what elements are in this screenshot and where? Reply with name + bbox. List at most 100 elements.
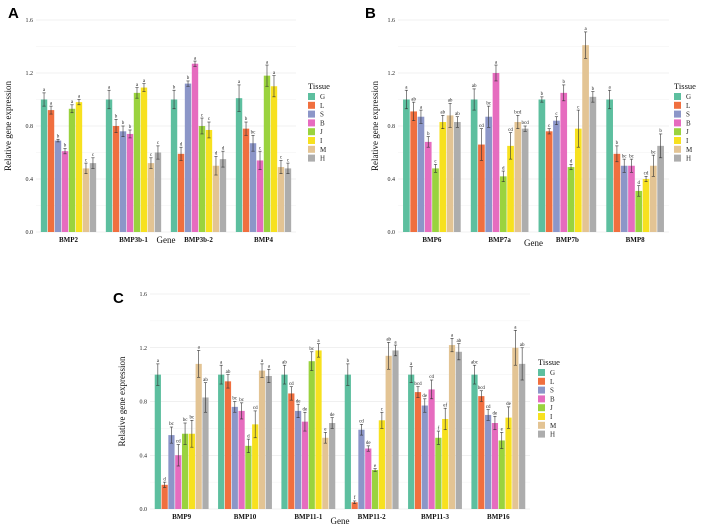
significance-letter: d xyxy=(215,152,218,157)
legend-swatch-I xyxy=(538,413,545,420)
significance-letter: de xyxy=(303,407,309,412)
legend-label: H xyxy=(686,155,691,163)
significance-letter: abc xyxy=(471,360,479,365)
bar-C-BMP11-3-G xyxy=(408,374,415,509)
significance-letter: c xyxy=(92,153,95,158)
bar-A-BMP3b-1-M xyxy=(147,163,155,232)
significance-letter: a xyxy=(495,60,498,65)
bar-B-BMP8-G xyxy=(606,99,613,232)
significance-letter: cd xyxy=(644,172,649,177)
significance-letter: a xyxy=(136,83,139,88)
bar-A-BMP4-S xyxy=(249,143,257,232)
legend-swatch-J xyxy=(674,128,681,136)
bar-B-BMP7b-M xyxy=(582,45,589,232)
y-tick-label: 0.4 xyxy=(388,177,396,183)
bar-A-BMP3b-2-S xyxy=(184,83,192,232)
y-tick-label: 1.2 xyxy=(26,71,34,77)
significance-letter: b xyxy=(616,141,619,146)
significance-letter: c xyxy=(259,146,262,151)
significance-letter: a xyxy=(71,100,74,105)
legend-swatch-B xyxy=(674,119,681,127)
significance-letter: a xyxy=(420,105,423,110)
bar-B-BMP7a-G xyxy=(470,99,478,232)
significance-letter: c xyxy=(150,153,153,158)
legend-swatch-G xyxy=(538,369,545,376)
significance-letter: a xyxy=(584,27,587,32)
bar-C-BMP16-J xyxy=(498,440,505,509)
bar-C-BMP11-2-J xyxy=(371,470,379,509)
bar-C-BMP11-1-J xyxy=(308,361,315,509)
bar-B-BMP7a-L xyxy=(478,144,485,232)
bar-A-BMP3b-1-J xyxy=(133,92,141,232)
significance-letter: d xyxy=(222,146,225,151)
legend-label: G xyxy=(686,93,691,101)
y-axis-title: Relative gene expression xyxy=(117,356,127,446)
bar-C-BMP11-1-M xyxy=(322,437,329,509)
significance-letter: a xyxy=(78,95,81,100)
legend-label: H xyxy=(550,431,555,439)
significance-letter: b xyxy=(562,80,565,85)
bar-A-BMP2-I xyxy=(75,102,83,233)
legend-swatch-S xyxy=(538,386,545,394)
legend-label: B xyxy=(686,119,691,127)
panel-letter: A xyxy=(8,5,19,22)
significance-letter: cd xyxy=(176,440,181,445)
bar-B-BMP7a-I xyxy=(507,145,514,232)
significance-letter: d xyxy=(502,166,505,171)
significance-letter: c xyxy=(157,141,160,146)
bar-C-BMP11-2-M xyxy=(385,355,392,509)
bar-A-BMP2-M xyxy=(82,168,90,232)
bar-B-BMP8-H xyxy=(657,145,664,232)
bar-A-BMP3b-2-I xyxy=(205,129,213,232)
bar-C-BMP10-L xyxy=(224,381,232,509)
significance-letter: bcd xyxy=(514,111,522,116)
x-axis-title: Gene xyxy=(524,238,543,248)
significance-letter: f xyxy=(438,426,440,431)
bar-C-BMP11-2-B xyxy=(365,448,372,509)
bar-B-BMP6-M xyxy=(446,115,454,232)
bar-B-BMP6-L xyxy=(410,111,418,232)
significance-letter: c xyxy=(434,160,437,165)
legend-swatch-G xyxy=(674,93,681,100)
x-tick-label: BMP16 xyxy=(487,513,510,521)
legend-label: G xyxy=(550,369,555,377)
significance-letter: bc xyxy=(190,416,196,421)
x-tick-label: BMP6 xyxy=(422,236,442,244)
bar-C-BMP9-I xyxy=(188,433,195,509)
significance-letter: c xyxy=(381,407,384,412)
legend-swatch-B xyxy=(308,119,315,127)
significance-letter: a xyxy=(238,80,241,85)
bar-C-BMP9-G xyxy=(154,374,161,509)
bar-B-BMP7b-J xyxy=(567,167,575,232)
legend-swatch-M xyxy=(308,145,315,153)
legend-label: H xyxy=(320,155,325,163)
bar-B-BMP8-B xyxy=(628,165,635,232)
bar-B-BMP6-J xyxy=(432,168,439,232)
bar-A-BMP3b-2-B xyxy=(191,63,199,232)
bar-A-BMP3b-2-M xyxy=(212,165,220,232)
bar-A-BMP4-B xyxy=(256,160,264,232)
significance-letter: a xyxy=(273,71,276,76)
bar-C-BMP11-3-B xyxy=(428,389,435,509)
legend-swatch-S xyxy=(308,110,315,118)
significance-letter: bcd xyxy=(414,382,422,387)
significance-letter: bc xyxy=(251,130,257,135)
legend-label: L xyxy=(686,102,690,110)
bar-C-BMP16-H xyxy=(519,363,526,509)
significance-letter: a xyxy=(405,85,408,90)
bar-B-BMP8-I xyxy=(642,179,650,232)
significance-letter: b xyxy=(173,85,176,90)
bar-C-BMP11-1-I xyxy=(315,350,322,509)
bar-C-BMP11-3-H xyxy=(455,351,462,509)
significance-letter: c xyxy=(548,124,551,129)
bar-B-BMP6-G xyxy=(403,99,410,232)
significance-letter: a xyxy=(194,56,197,61)
significance-letter: d xyxy=(638,181,641,186)
legend-swatch-H xyxy=(538,430,545,438)
legend-label: B xyxy=(320,119,325,127)
bar-C-BMP10-S xyxy=(231,406,238,509)
legend-swatch-B xyxy=(538,395,545,403)
significance-letter: cd xyxy=(429,375,434,380)
significance-letter: d xyxy=(570,160,573,165)
bar-B-BMP7b-L xyxy=(545,131,553,232)
